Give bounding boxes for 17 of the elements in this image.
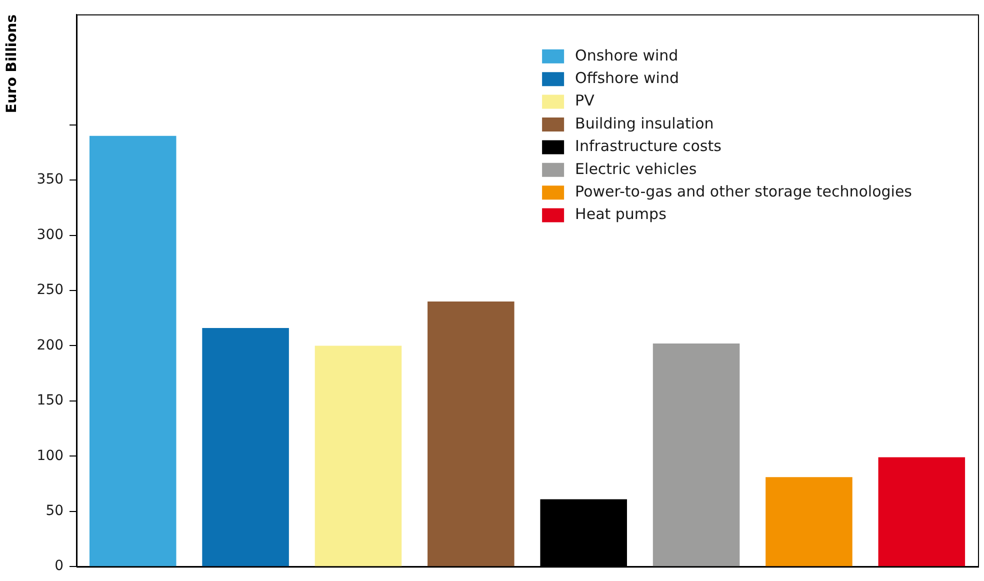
legend-label: Onshore wind <box>575 46 678 64</box>
y-tick-label: 0 <box>54 558 64 574</box>
y-axis-title: Euro Billions <box>4 14 20 114</box>
legend-label: Offshore wind <box>575 68 680 87</box>
y-tick-label: 350 <box>36 172 64 188</box>
legend-label: Electric vehicles <box>575 160 697 178</box>
legend-label: Heat pumps <box>575 205 667 224</box>
y-tick-label: 100 <box>36 448 64 464</box>
y-tick-label: 200 <box>36 337 64 354</box>
y-tick-label: 150 <box>36 392 64 409</box>
legend-label: Power-to-gas and other storage technologies <box>575 182 912 200</box>
legend-label: PV <box>575 92 596 110</box>
y-tick-label: 50 <box>46 503 64 520</box>
legend-label: Building insulation <box>575 114 714 132</box>
y-tick-label: 300 <box>36 226 64 243</box>
y-tick-label: 250 <box>36 282 64 298</box>
legend-label: Infrastructure costs <box>575 137 722 156</box>
